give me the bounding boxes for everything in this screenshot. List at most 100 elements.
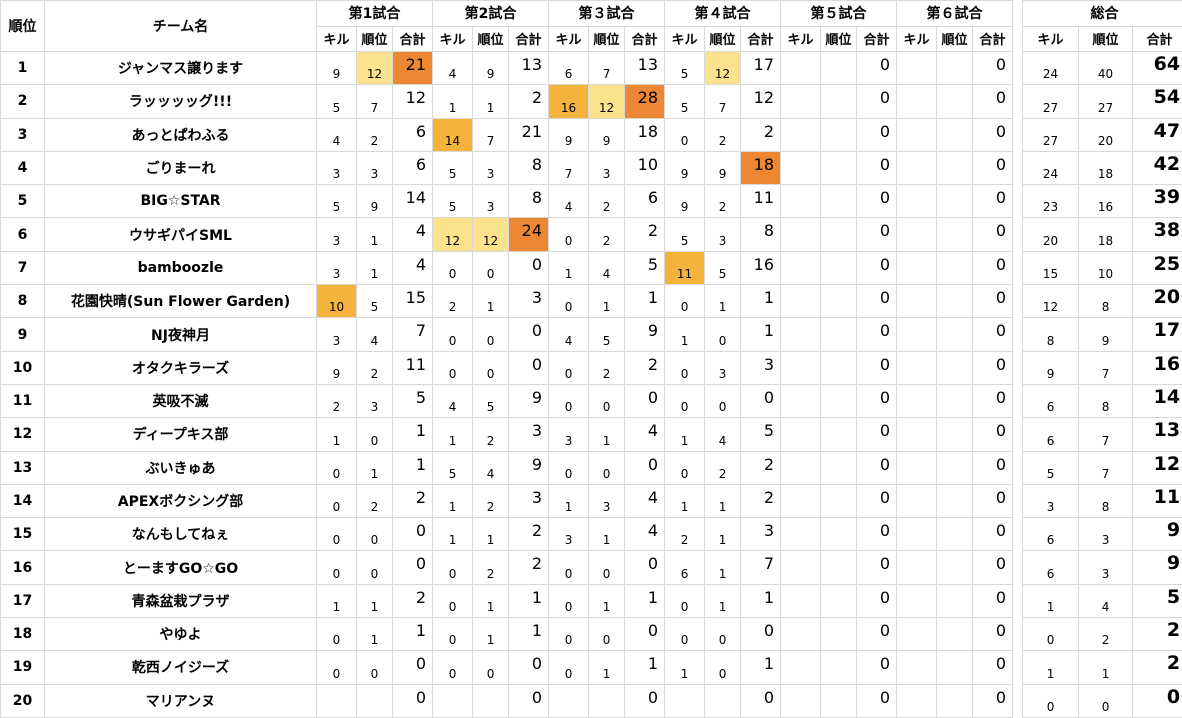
- total-placement-cell: 1: [1079, 651, 1133, 684]
- placement-cell: 0: [473, 251, 509, 284]
- spacer: [1013, 451, 1023, 484]
- spacer: [1013, 52, 1023, 85]
- placement-cell: 12: [357, 52, 393, 85]
- sum-cell: 15: [393, 285, 433, 318]
- placement-cell: 2: [357, 351, 393, 384]
- total-points-cell: 9: [1133, 518, 1182, 551]
- total-placement-cell: 7: [1079, 451, 1133, 484]
- sum-cell: 21: [393, 52, 433, 85]
- placement-cell: [473, 684, 509, 717]
- kill-cell: 7: [549, 151, 589, 184]
- team-name: APEXボクシング部: [45, 484, 317, 517]
- kill-cell: [781, 185, 821, 218]
- total-placement-cell: 7: [1079, 351, 1133, 384]
- kill-cell: [897, 584, 937, 617]
- sum-cell: 0: [973, 451, 1013, 484]
- sum-cell: 2: [393, 484, 433, 517]
- placement-cell: 2: [589, 218, 625, 251]
- placement-cell: 0: [589, 451, 625, 484]
- sum-cell: 1: [741, 318, 781, 351]
- kill-cell: [781, 251, 821, 284]
- kill-cell: 6: [665, 551, 705, 584]
- team-name: なんもしてねぇ: [45, 518, 317, 551]
- total-placement-cell: 7: [1079, 418, 1133, 451]
- placement-cell: 0: [705, 318, 741, 351]
- sum-cell: 0: [857, 551, 897, 584]
- sum-cell: 1: [625, 285, 665, 318]
- header-sum: 合計: [509, 26, 549, 52]
- sum-cell: 0: [973, 651, 1013, 684]
- rank-cell: 1: [1, 52, 45, 85]
- kill-cell: 0: [549, 351, 589, 384]
- header-match-1: 第1試合: [317, 1, 433, 27]
- spacer: [1013, 351, 1023, 384]
- sum-cell: 0: [973, 584, 1013, 617]
- kill-cell: [897, 151, 937, 184]
- kill-cell: [781, 484, 821, 517]
- sum-cell: 0: [973, 218, 1013, 251]
- kill-cell: [781, 85, 821, 118]
- kill-cell: 0: [317, 484, 357, 517]
- kill-cell: [897, 518, 937, 551]
- placement-cell: 4: [357, 318, 393, 351]
- sum-cell: 1: [625, 651, 665, 684]
- sum-cell: 3: [509, 484, 549, 517]
- kill-cell: 5: [433, 185, 473, 218]
- sum-cell: 0: [857, 684, 897, 717]
- sum-cell: 9: [509, 384, 549, 417]
- kill-cell: 0: [433, 351, 473, 384]
- placement-cell: 5: [705, 251, 741, 284]
- sum-cell: 0: [741, 618, 781, 651]
- total-kill-cell: 1: [1023, 584, 1079, 617]
- header-sum: 合計: [625, 26, 665, 52]
- header-placement: 順位: [473, 26, 509, 52]
- team-name: 花園快晴(Sun Flower Garden): [45, 285, 317, 318]
- placement-cell: [937, 684, 973, 717]
- placement-cell: 7: [705, 85, 741, 118]
- sum-cell: 5: [393, 384, 433, 417]
- spacer: [1013, 551, 1023, 584]
- kill-cell: 1: [549, 251, 589, 284]
- placement-cell: 1: [589, 418, 625, 451]
- rank-cell: 10: [1, 351, 45, 384]
- placement-cell: [821, 351, 857, 384]
- kill-cell: 2: [433, 285, 473, 318]
- sum-cell: 2: [625, 351, 665, 384]
- sum-cell: 0: [509, 651, 549, 684]
- placement-cell: 3: [473, 151, 509, 184]
- spacer: [1013, 185, 1023, 218]
- total-placement-cell: 4: [1079, 584, 1133, 617]
- sum-cell: 9: [509, 451, 549, 484]
- sum-cell: 0: [857, 418, 897, 451]
- total-kill-cell: 9: [1023, 351, 1079, 384]
- placement-cell: [821, 318, 857, 351]
- header-kill: キル: [433, 26, 473, 52]
- total-kill-cell: 24: [1023, 151, 1079, 184]
- placement-cell: [937, 451, 973, 484]
- total-points-cell: 0: [1133, 684, 1182, 717]
- spacer: [1013, 584, 1023, 617]
- kill-cell: 5: [433, 151, 473, 184]
- kill-cell: 0: [665, 351, 705, 384]
- placement-cell: [821, 551, 857, 584]
- rank-cell: 11: [1, 384, 45, 417]
- header-sum: 合計: [1133, 26, 1182, 52]
- kill-cell: [897, 285, 937, 318]
- team-name: 英吸不滅: [45, 384, 317, 417]
- placement-cell: [937, 418, 973, 451]
- placement-cell: 0: [705, 384, 741, 417]
- total-kill-cell: 15: [1023, 251, 1079, 284]
- kill-cell: 1: [433, 418, 473, 451]
- kill-cell: 4: [317, 118, 357, 151]
- total-placement-cell: 27: [1079, 85, 1133, 118]
- placement-cell: 2: [473, 418, 509, 451]
- kill-cell: 0: [317, 451, 357, 484]
- spacer: [1013, 1, 1023, 52]
- placement-cell: [821, 52, 857, 85]
- sum-cell: 28: [625, 85, 665, 118]
- sum-cell: 4: [625, 518, 665, 551]
- kill-cell: [781, 151, 821, 184]
- placement-cell: [821, 118, 857, 151]
